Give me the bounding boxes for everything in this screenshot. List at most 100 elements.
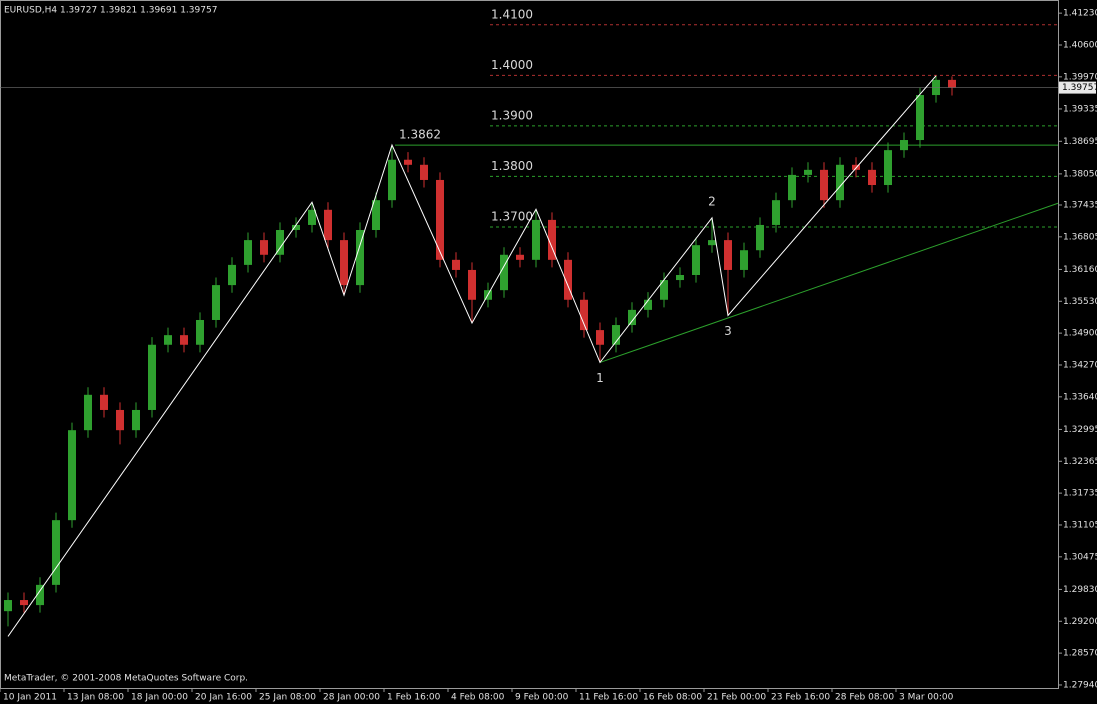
plot-frame — [0, 0, 1059, 689]
candle-body — [692, 245, 700, 275]
candle-body — [340, 240, 348, 286]
candle-body — [612, 325, 620, 345]
candle-body — [404, 159, 412, 165]
candle-body — [20, 600, 28, 606]
y-tick-label: 1.28570 — [1063, 649, 1097, 659]
level-label: 1.4000 — [491, 58, 533, 72]
candle-body — [388, 159, 396, 201]
candle-body — [948, 79, 956, 88]
y-tick-label: 1.32365 — [1063, 457, 1097, 467]
candle-body — [772, 200, 780, 225]
candle-body — [900, 140, 908, 151]
x-tick-label: 21 Feb 00:00 — [707, 693, 766, 703]
candle-body — [660, 280, 668, 300]
trendline — [599, 202, 1059, 363]
candle-body — [820, 169, 828, 201]
y-tick-label: 1.34900 — [1063, 329, 1097, 339]
current-price-box — [1059, 81, 1096, 94]
y-tick-label: 1.35530 — [1063, 297, 1097, 307]
candle-body — [4, 600, 12, 612]
candle-body — [916, 95, 924, 141]
current-price-label: 1.39757 — [1062, 83, 1097, 93]
candle-body — [788, 174, 796, 201]
wave-label: 1 — [596, 371, 604, 385]
y-tick-label: 1.36805 — [1063, 232, 1097, 242]
candle-body — [628, 309, 636, 326]
candle-body — [452, 259, 460, 270]
x-tick-label: 11 Feb 16:00 — [579, 693, 638, 703]
y-tick-label: 1.39335 — [1063, 104, 1097, 114]
zigzag-line — [7, 75, 937, 637]
level-label: 1.4100 — [491, 7, 533, 21]
y-tick-label: 1.38695 — [1063, 137, 1097, 147]
resistance-label: 1.3862 — [399, 128, 441, 142]
candle-body — [308, 209, 316, 225]
candle-body — [644, 299, 652, 310]
candle-body — [116, 409, 124, 431]
candle-body — [36, 584, 44, 606]
candle-body — [740, 250, 748, 270]
x-tick-label: 18 Jan 00:00 — [131, 693, 188, 703]
candle-body — [884, 150, 892, 186]
x-tick-label: 25 Jan 08:00 — [259, 693, 316, 703]
x-tick-label: 13 Jan 08:00 — [67, 693, 124, 703]
candle-body — [372, 200, 380, 231]
candle-body — [676, 274, 684, 281]
candle-body — [196, 319, 204, 345]
level-label: 1.3700 — [491, 209, 533, 223]
y-tick-label: 1.27940 — [1063, 680, 1097, 690]
candle-body — [260, 240, 268, 255]
y-tick-label: 1.29200 — [1063, 617, 1097, 627]
candle-body — [436, 179, 444, 260]
candle-body — [836, 164, 844, 201]
x-tick-label: 23 Feb 16:00 — [771, 693, 830, 703]
candle-body — [868, 169, 876, 186]
candle-body — [580, 299, 588, 331]
wave-label: 2 — [708, 194, 716, 208]
y-tick-label: 1.33640 — [1063, 392, 1097, 402]
y-tick-label: 1.34270 — [1063, 360, 1097, 370]
candle-body — [564, 259, 572, 300]
candle-body — [516, 254, 524, 260]
y-tick-label: 1.39970 — [1063, 72, 1097, 82]
candle-body — [244, 240, 252, 265]
level-label: 1.3800 — [491, 159, 533, 173]
candle-body — [164, 335, 172, 345]
candle-body — [708, 240, 716, 246]
x-tick-label: 28 Feb 08:00 — [835, 693, 894, 703]
x-tick-label: 1 Feb 16:00 — [387, 693, 441, 703]
x-tick-label: 9 Feb 00:00 — [515, 693, 569, 703]
candle-body — [420, 164, 428, 180]
candle-body — [100, 394, 108, 410]
candle-body — [804, 169, 812, 175]
candle-body — [756, 224, 764, 251]
candle-body — [468, 269, 476, 300]
footer: MetaTrader, © 2001-2008 MetaQuotes Softw… — [4, 674, 248, 684]
x-tick-label: 3 Mar 00:00 — [899, 693, 954, 703]
candle-body — [276, 230, 284, 255]
x-tick-label: 16 Feb 08:00 — [643, 693, 702, 703]
header: EURUSD,H4 1.39727 1.39821 1.39691 1.3975… — [4, 6, 217, 16]
candle-body — [132, 409, 140, 431]
candle-body — [324, 209, 332, 241]
candle-body — [500, 254, 508, 291]
y-tick-label: 1.30475 — [1063, 552, 1097, 562]
x-tick-label: 28 Jan 00:00 — [323, 693, 380, 703]
y-tick-label: 1.31735 — [1063, 489, 1097, 499]
y-tick-label: 1.31105 — [1063, 520, 1097, 530]
candle-body — [212, 285, 220, 320]
candle-body — [84, 394, 92, 431]
candle-body — [180, 335, 188, 345]
x-tick-label: 20 Jan 16:00 — [195, 693, 252, 703]
x-tick-label: 10 Jan 2011 — [3, 693, 57, 703]
x-tick-label: 4 Feb 08:00 — [451, 693, 505, 703]
y-tick-label: 1.41230 — [1063, 9, 1097, 19]
candle-body — [148, 344, 156, 410]
y-tick-label: 1.40600 — [1063, 40, 1097, 50]
y-tick-label: 1.37435 — [1063, 200, 1097, 210]
candle-body — [532, 219, 540, 260]
candle-body — [228, 264, 236, 286]
candle-body — [356, 230, 364, 286]
